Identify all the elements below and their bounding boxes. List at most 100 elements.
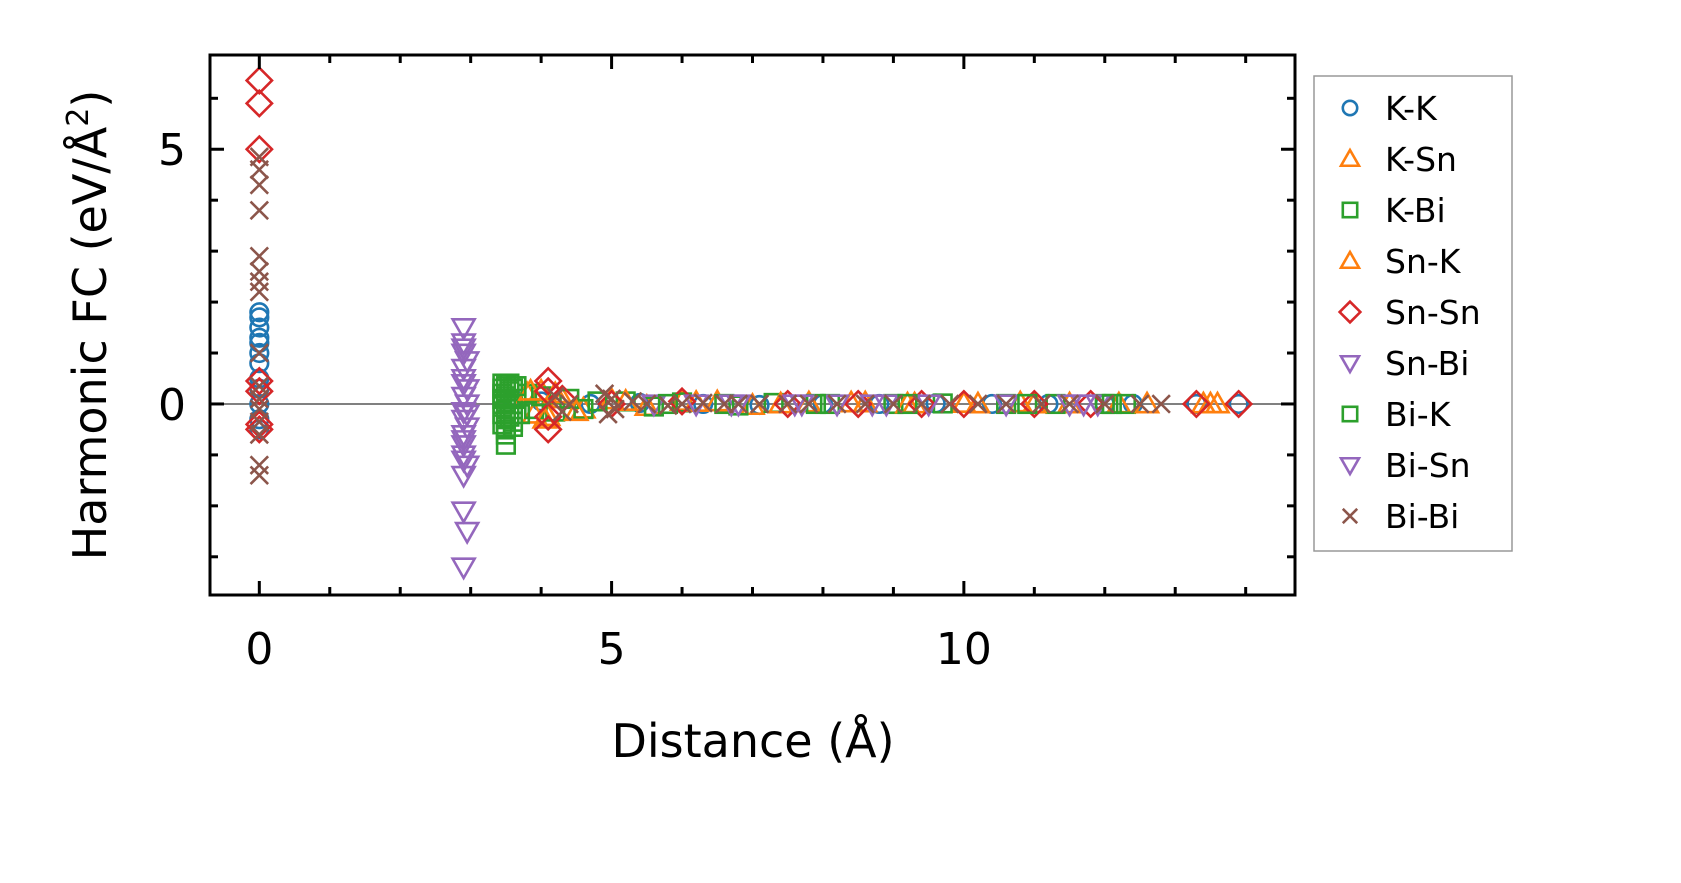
data-point — [855, 394, 875, 414]
data-point — [749, 394, 770, 414]
data-point — [249, 282, 270, 302]
legend-item: K-K — [1341, 89, 1438, 128]
legend-marker-icon — [1338, 147, 1362, 168]
data-point — [1031, 394, 1052, 414]
data-point — [1095, 394, 1115, 414]
data-point — [450, 374, 477, 398]
data-point — [244, 88, 274, 118]
data-point — [249, 175, 270, 195]
x-tick-label: 0 — [245, 624, 273, 675]
data-point — [502, 378, 524, 399]
data-point — [950, 389, 978, 414]
legend-item: Bi-Bi — [1341, 497, 1459, 536]
data-point — [450, 501, 477, 525]
data-point — [823, 394, 851, 418]
tick-labels: 0 5 10 0 5 — [158, 125, 992, 675]
series-k-k — [249, 302, 1249, 440]
legend: K-K K-Sn K-Bi Sn-K Sn-Sn Sn-Bi Bi-K Bi-Sn Bi-Bi — [1313, 75, 1513, 552]
x-tick-label: 5 — [598, 624, 626, 675]
data-point — [964, 390, 992, 414]
data-point — [249, 342, 270, 364]
data-point — [533, 366, 563, 396]
data-point — [450, 317, 477, 342]
data-point — [533, 402, 563, 432]
data-point — [244, 134, 274, 164]
data-point — [545, 386, 565, 407]
data-point — [1115, 393, 1137, 415]
data-point — [249, 302, 270, 323]
data-point — [883, 394, 904, 414]
data-point — [249, 424, 270, 445]
data-points — [211, 65, 1294, 581]
y-axis-label: Harmonic FC (eV/Å2) — [61, 90, 117, 561]
data-point — [907, 389, 937, 419]
data-point — [249, 327, 270, 348]
data-point — [450, 430, 477, 454]
data-point — [992, 394, 1020, 418]
data-point — [911, 394, 932, 414]
data-point — [728, 394, 749, 414]
axis-ticks — [210, 55, 1295, 595]
legend-item: Sn-Bi — [1338, 344, 1469, 383]
legend-marker-icon — [1341, 201, 1359, 219]
legend-marker-icon — [1341, 405, 1359, 423]
plot-frame — [208, 53, 1297, 597]
y-tick-label: 5 — [158, 125, 186, 176]
data-point — [657, 393, 679, 415]
data-point — [605, 399, 625, 419]
legend-item: K-Sn — [1338, 140, 1457, 179]
legend-marker-icon — [1338, 456, 1362, 477]
data-point — [249, 307, 270, 328]
legend-label: Bi-K — [1385, 395, 1452, 434]
data-point — [996, 394, 1016, 414]
data-point — [249, 246, 270, 266]
data-point — [249, 261, 270, 282]
series-bi-bi — [249, 147, 1171, 486]
data-point — [453, 351, 481, 375]
data-point — [1070, 394, 1097, 418]
data-point — [1224, 389, 1254, 419]
data-point — [1181, 389, 1211, 419]
legend-label: Sn-Sn — [1385, 293, 1481, 332]
data-point — [244, 376, 274, 406]
y-axis-label-main: Harmonic FC (eV/Å — [63, 126, 117, 560]
legend-marker-icon — [1341, 99, 1359, 117]
data-point — [693, 393, 713, 413]
legend-item: Bi-Sn — [1338, 446, 1471, 485]
data-point — [453, 404, 481, 428]
data-point — [509, 404, 531, 425]
data-point — [249, 271, 270, 292]
data-point — [249, 455, 270, 475]
data-point — [249, 317, 270, 338]
legend-item: K-Bi — [1341, 191, 1446, 230]
data-point — [843, 389, 873, 419]
data-point — [450, 338, 477, 362]
data-point — [502, 416, 524, 437]
legend-marker-icon — [1338, 354, 1362, 375]
data-point — [244, 366, 274, 396]
data-point — [1019, 389, 1049, 419]
data-point — [249, 465, 270, 486]
data-point — [968, 394, 988, 414]
data-point — [714, 394, 735, 414]
data-point — [940, 394, 960, 414]
data-point — [499, 373, 520, 394]
legend-label: Bi-Bi — [1385, 497, 1459, 536]
data-point — [827, 394, 847, 414]
data-point — [1056, 394, 1083, 418]
data-point — [450, 450, 477, 474]
y-axis-label-end: ) — [63, 90, 117, 108]
legend-item: Sn-K — [1338, 242, 1462, 281]
data-point — [601, 389, 622, 409]
legend-marker-icon — [1341, 507, 1359, 525]
data-point — [450, 465, 477, 489]
data-point — [563, 397, 590, 422]
x-axis-label: Distance (Å) — [611, 714, 894, 768]
data-point — [249, 159, 270, 180]
data-point — [799, 394, 819, 414]
legend-label: K-Bi — [1385, 191, 1446, 230]
data-point — [773, 389, 803, 419]
data-point — [559, 394, 580, 414]
data-point — [637, 394, 657, 414]
